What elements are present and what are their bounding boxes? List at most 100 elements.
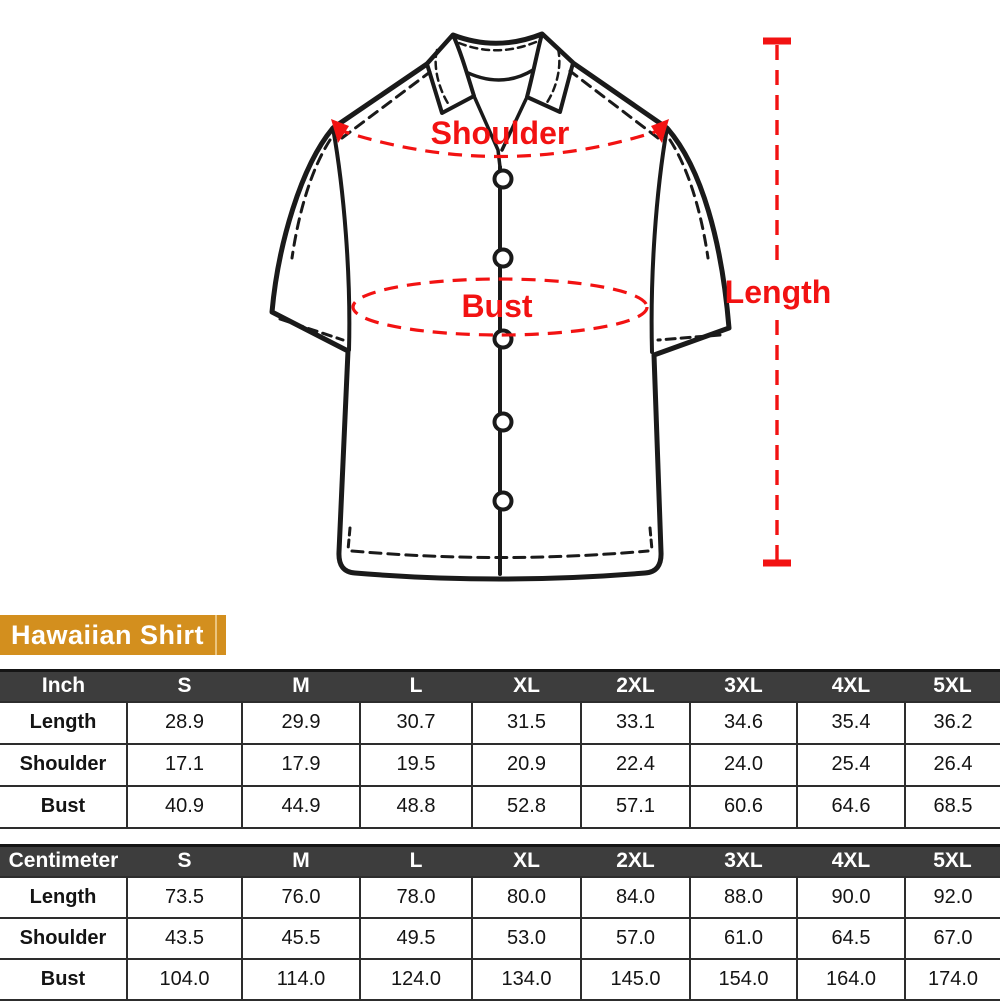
size-cell: 29.9 <box>241 700 361 745</box>
size-cell: 68.5 <box>904 784 1000 829</box>
size-cell: 31.5 <box>471 700 582 745</box>
size-cell: 60.6 <box>689 784 798 829</box>
table-header-row: Centimeter S M L XL 2XL 3XL 4XL 5XL <box>0 844 1000 877</box>
size-cell: 26.4 <box>904 742 1000 787</box>
inch-size-table: Inch S M L XL 2XL 3XL 4XL 5XL Length 28.… <box>0 669 1000 829</box>
size-cell: 24.0 <box>689 742 798 787</box>
size-cell: 20.9 <box>471 742 582 787</box>
table-row: Bust 104.0 114.0 124.0 134.0 145.0 154.0… <box>0 957 1000 1001</box>
size-cell: 44.9 <box>241 784 361 829</box>
shoulder-label: Shoulder <box>431 115 570 151</box>
size-header: 3XL <box>690 844 797 877</box>
size-cell: 25.4 <box>796 742 906 787</box>
size-cell: 88.0 <box>689 875 798 919</box>
table-row: Length 73.5 76.0 78.0 80.0 84.0 88.0 90.… <box>0 875 1000 919</box>
unit-header: Centimeter <box>0 844 127 877</box>
size-header: 5XL <box>905 844 1000 877</box>
size-header: M <box>242 669 360 702</box>
right-vent-stitch <box>648 526 654 552</box>
size-cell: 53.0 <box>471 916 582 960</box>
size-cell: 64.5 <box>796 916 906 960</box>
row-label: Bust <box>0 784 128 829</box>
size-header: S <box>127 669 242 702</box>
size-cell: 76.0 <box>241 875 361 919</box>
size-cell: 114.0 <box>241 957 361 1001</box>
button-icon <box>492 168 514 190</box>
table-row: Shoulder 17.1 17.9 19.5 20.9 22.4 24.0 2… <box>0 742 1000 787</box>
left-yoke-stitch <box>340 70 432 140</box>
size-cell: 17.1 <box>126 742 243 787</box>
shoulder-arrow-right-icon <box>651 119 669 143</box>
length-label: Length <box>725 274 832 310</box>
size-cell: 90.0 <box>796 875 906 919</box>
row-label: Length <box>0 700 128 745</box>
size-header: XL <box>472 844 581 877</box>
size-cell: 34.6 <box>689 700 798 745</box>
button-icon <box>492 247 514 269</box>
product-title: Hawaiian Shirt <box>11 620 205 650</box>
shoulder-arrow-left-icon <box>331 119 349 143</box>
size-header: 2XL <box>581 669 690 702</box>
left-vent-stitch <box>346 526 352 552</box>
size-cell: 43.5 <box>126 916 243 960</box>
size-cell: 64.6 <box>796 784 906 829</box>
size-cell: 17.9 <box>241 742 361 787</box>
size-cell: 52.8 <box>471 784 582 829</box>
size-cell: 174.0 <box>904 957 1000 1001</box>
size-cell: 67.0 <box>904 916 1000 960</box>
size-cell: 134.0 <box>471 957 582 1001</box>
size-header: 3XL <box>690 669 797 702</box>
collar-top-stitch <box>457 40 538 52</box>
bust-label: Bust <box>461 288 532 324</box>
unit-header: Inch <box>0 669 127 702</box>
size-cell: 33.1 <box>580 700 691 745</box>
size-cell: 36.2 <box>904 700 1000 745</box>
left-armhole-seam <box>331 126 352 352</box>
centimeter-size-table: Centimeter S M L XL 2XL 3XL 4XL 5XL Leng… <box>0 844 1000 1001</box>
left-sleeve-stitch <box>290 138 332 260</box>
table-row: Bust 40.9 44.9 48.8 52.8 57.1 60.6 64.6 … <box>0 784 1000 829</box>
size-cell: 19.5 <box>359 742 473 787</box>
right-lapel-stitch <box>544 47 561 106</box>
left-sleeve-hem-stitch <box>278 317 345 342</box>
shirt-drawing <box>269 31 732 582</box>
table-header-row: Inch S M L XL 2XL 3XL 4XL 5XL <box>0 669 1000 702</box>
right-yoke-stitch <box>568 69 660 140</box>
left-lapel-stitch <box>434 48 451 107</box>
button-icon <box>492 328 514 350</box>
size-cell: 84.0 <box>580 875 691 919</box>
product-title-banner: Hawaiian Shirt <box>0 615 226 655</box>
measurement-annotations: Shoulder Bust Length <box>331 37 832 567</box>
right-sleeve-stitch <box>668 138 710 260</box>
left-collar-lapel <box>425 33 476 115</box>
row-label: Bust <box>0 957 128 1001</box>
size-header: L <box>360 844 472 877</box>
size-header: 4XL <box>797 844 905 877</box>
right-sleeve-hem-stitch <box>656 333 722 342</box>
size-cell: 22.4 <box>580 742 691 787</box>
size-cell: 57.0 <box>580 916 691 960</box>
size-cell: 73.5 <box>126 875 243 919</box>
shoulder-measure-line <box>335 127 665 159</box>
size-header: M <box>242 844 360 877</box>
size-header: L <box>360 669 472 702</box>
stitch-seams <box>278 40 722 559</box>
bottom-hem-stitch <box>350 549 650 559</box>
size-header: S <box>127 844 242 877</box>
size-cell: 92.0 <box>904 875 1000 919</box>
right-collar-lapel <box>525 32 575 114</box>
size-cell: 35.4 <box>796 700 906 745</box>
right-armhole-seam <box>649 126 669 354</box>
shirt-measurement-diagram: Shoulder Bust Length <box>269 31 832 582</box>
size-cell: 124.0 <box>359 957 473 1001</box>
button-icon <box>492 490 514 512</box>
row-label: Shoulder <box>0 916 128 960</box>
size-cell: 45.5 <box>241 916 361 960</box>
size-cell: 48.8 <box>359 784 473 829</box>
size-cell: 57.1 <box>580 784 691 829</box>
table-row: Shoulder 43.5 45.5 49.5 53.0 57.0 61.0 6… <box>0 916 1000 960</box>
size-cell: 40.9 <box>126 784 243 829</box>
size-header: XL <box>472 669 581 702</box>
size-cell: 80.0 <box>471 875 582 919</box>
size-cell: 61.0 <box>689 916 798 960</box>
